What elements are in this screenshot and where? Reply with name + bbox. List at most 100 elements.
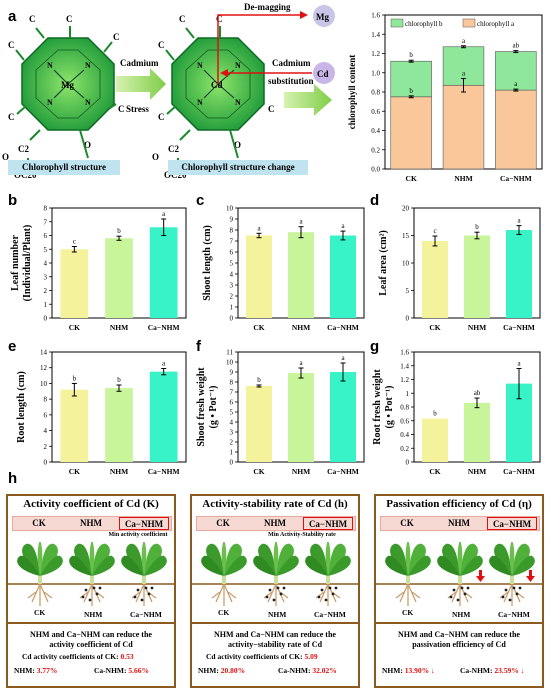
h-panel-title: Activity coefficient of Cd (K) bbox=[23, 498, 159, 510]
svg-text:N: N bbox=[235, 61, 241, 70]
significance-letter: c bbox=[433, 227, 436, 235]
h-stat-ck: Cd activity coefficients of CK: 0.53 bbox=[22, 652, 134, 661]
y-tick-label: 6 bbox=[230, 249, 234, 257]
y-tick-label: 2 bbox=[44, 443, 48, 451]
h-text-line2: passivation efficiency of Cd bbox=[412, 640, 506, 649]
bar bbox=[149, 371, 178, 462]
significance-letter: b bbox=[475, 223, 479, 231]
stress-arrow bbox=[116, 68, 166, 100]
y-tick-label: 2 bbox=[44, 287, 48, 295]
h-header-canhm: Ca−NHM bbox=[487, 517, 537, 530]
y-axis-label: chlorophyll content bbox=[347, 55, 357, 130]
h-panel-title: Activity-stability rate of Cd (h) bbox=[202, 498, 348, 510]
y-tick-label: 0.2 bbox=[400, 445, 409, 453]
h-plant-label-nhm: NHM bbox=[268, 610, 287, 619]
y-tick-label: 20 bbox=[402, 205, 410, 213]
svg-text:Cadmium: Cadmium bbox=[272, 58, 311, 68]
y-tick-label: 6 bbox=[44, 232, 48, 240]
y-tick-label: 1.2 bbox=[371, 50, 380, 58]
y-tick-label: 0 bbox=[230, 459, 234, 467]
svg-text:Stress: Stress bbox=[126, 104, 149, 114]
h-text-line2: activity−stability rate of Cd bbox=[227, 640, 323, 649]
y-tick-label: 6 bbox=[230, 399, 234, 407]
h-plant-label-ck: CK bbox=[218, 608, 230, 617]
h-stat-canhm: Ca-NHM: 32.02% bbox=[278, 666, 337, 675]
y-tick-label: 0 bbox=[406, 459, 410, 467]
svg-text:N: N bbox=[85, 98, 91, 107]
svg-text:Cd: Cd bbox=[211, 80, 223, 90]
svg-text:C: C bbox=[8, 112, 15, 122]
bar bbox=[329, 372, 357, 462]
svg-text:O: O bbox=[234, 140, 241, 150]
panel-label-f: f bbox=[196, 338, 201, 355]
h-header-nhm: NHM bbox=[448, 518, 470, 528]
y-tick-label: 0 bbox=[230, 315, 234, 323]
y-tick-label: 2 bbox=[230, 439, 234, 447]
y-tick-label: 6 bbox=[44, 411, 48, 419]
h-panel-1: Activity coefficient of Cd (K) CK NHM Ca… bbox=[6, 494, 176, 688]
significance-letter: b bbox=[117, 227, 121, 235]
h-header-row: CK NHM Ca−NHM bbox=[12, 516, 172, 531]
x-tick-label: Ca−NHM bbox=[503, 467, 535, 476]
x-tick-label: CK bbox=[69, 467, 80, 476]
x-tick-label: CK bbox=[69, 323, 80, 332]
y-tick-label: 0.0 bbox=[371, 166, 380, 174]
y-tick-label: 5 bbox=[406, 287, 410, 295]
chlorophyll-molecule-right: Cd N N N N C C C C C C2 OC20 O O O bbox=[152, 14, 275, 180]
svg-text:C: C bbox=[268, 104, 275, 114]
chart-f-shoot-fresh-weight: 0 1 2 3 4 5 6 7 8 9 10 11 b CK a NHM a Ca−NHM Shoot fresh … bbox=[196, 349, 365, 476]
h-header-ck: CK bbox=[32, 518, 46, 528]
legend-swatch-a bbox=[462, 18, 476, 28]
h-plant-label-nhm: NHM bbox=[452, 610, 471, 619]
bar bbox=[149, 227, 178, 318]
mg-badge bbox=[313, 5, 335, 27]
x-tick-label: CK bbox=[253, 323, 264, 332]
svg-text:N: N bbox=[197, 98, 203, 107]
y-tick-label: 0.6 bbox=[371, 108, 380, 116]
bar bbox=[105, 238, 133, 318]
h-panel-title: Passivation efficiency of Cd (η) bbox=[386, 498, 532, 510]
svg-text:C: C bbox=[179, 14, 186, 24]
bar-chlorophyll-b bbox=[390, 60, 432, 98]
x-tick-label: Ca−NHM bbox=[148, 467, 180, 476]
significance-letter: ab bbox=[513, 42, 520, 50]
svg-text:C2: C2 bbox=[168, 144, 179, 154]
svg-text:Mg: Mg bbox=[61, 80, 74, 90]
panel-label-g: g bbox=[370, 338, 380, 355]
y-axis-label: Root fresh weight bbox=[372, 369, 383, 445]
significance-letter: b bbox=[409, 87, 413, 95]
svg-text:N: N bbox=[85, 61, 91, 70]
chart-g-root-fresh-weight: 0 0.2 0.4 0.6 0.8 1 1.2 1.4 1.6 b CK ab NHM a Ca−NHM Ro… bbox=[372, 349, 541, 476]
svg-text:N: N bbox=[197, 61, 203, 70]
y-tick-label: 0.4 bbox=[371, 127, 380, 135]
h-text-line1: NHM and Ca−NHM can reduce the bbox=[214, 630, 336, 639]
h-header-nhm: NHM bbox=[264, 518, 286, 528]
h-header-nhm: NHM bbox=[80, 518, 102, 528]
x-tick-label: NHM bbox=[468, 323, 486, 332]
svg-text:C: C bbox=[158, 40, 165, 50]
significance-letter: b bbox=[257, 376, 261, 384]
x-tick-label: CK bbox=[253, 467, 264, 476]
h-stat-nhm: NHM: 13.90% ↓ bbox=[382, 666, 435, 675]
chart-b-leaf-number: 0 1 2 3 4 5 6 7 8 c CK b NHM a Ca−NHM Leaf number (Indiv… bbox=[10, 205, 187, 332]
x-tick-label: Ca−NHM bbox=[500, 174, 532, 183]
panel-label-b: b bbox=[8, 192, 18, 209]
y-tick-label: 1 bbox=[230, 304, 234, 312]
y-tick-label: 0.8 bbox=[371, 89, 380, 97]
bar-chlorophyll-a bbox=[442, 84, 485, 170]
y-tick-label: 8 bbox=[230, 379, 234, 387]
y-tick-label: 1 bbox=[230, 449, 234, 457]
y-tick-label: 0.2 bbox=[371, 146, 380, 154]
bar-chlorophyll-b bbox=[495, 51, 537, 91]
bar bbox=[463, 402, 491, 462]
legend-label-a: chlorophyll a bbox=[477, 20, 515, 28]
panel-label-e: e bbox=[8, 338, 17, 355]
panel-label-d: d bbox=[370, 192, 380, 209]
svg-text:O: O bbox=[152, 152, 159, 162]
bar bbox=[245, 386, 273, 462]
significance-letter: b bbox=[409, 51, 413, 59]
y-tick-label: 1.0 bbox=[371, 69, 380, 77]
x-tick-label: NHM bbox=[110, 323, 128, 332]
h-header-ck: CK bbox=[400, 518, 414, 528]
x-tick-label: NHM bbox=[110, 467, 128, 476]
